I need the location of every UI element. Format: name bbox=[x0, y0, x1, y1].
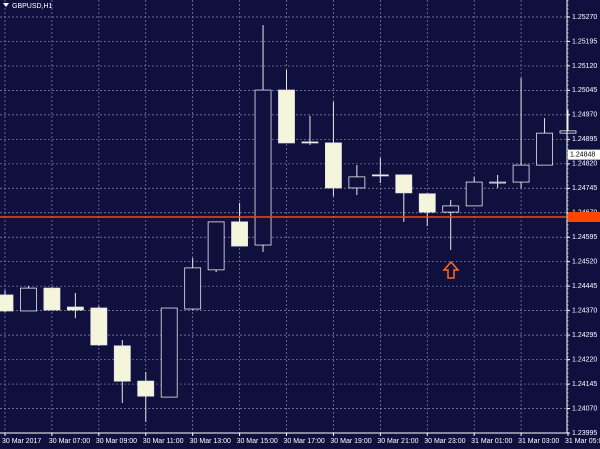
last-price-label: 1.24848 bbox=[570, 152, 595, 159]
y-tick-label: 1.24445 bbox=[572, 283, 597, 290]
y-tick-label: 1.25120 bbox=[572, 63, 597, 70]
arrow-annotation bbox=[442, 260, 460, 279]
x-tick-label: 31 Mar 03:00 bbox=[518, 438, 559, 445]
candle-body bbox=[231, 221, 248, 247]
candle-body bbox=[254, 89, 272, 246]
chart-title: GBPUSD,H1 bbox=[12, 3, 53, 10]
candle-body bbox=[559, 130, 577, 134]
candle-body bbox=[348, 176, 366, 189]
x-tick-label: 30 Mar 13:00 bbox=[190, 438, 231, 445]
y-tick-label: 1.25045 bbox=[572, 87, 597, 94]
y-tick-label: 1.24745 bbox=[572, 185, 597, 192]
y-tick-label: 1.24520 bbox=[572, 259, 597, 266]
x-tick-label: 30 Mar 2017 bbox=[2, 438, 41, 445]
x-tick-label: 30 Mar 23:00 bbox=[424, 438, 465, 445]
candle-body bbox=[160, 307, 178, 398]
candle-body bbox=[66, 306, 84, 311]
x-tick-label: 30 Mar 15:00 bbox=[237, 438, 278, 445]
candle-body bbox=[442, 205, 460, 213]
candle-body bbox=[137, 380, 155, 397]
candle-body bbox=[395, 174, 413, 194]
candle-body bbox=[20, 287, 37, 312]
candle-body bbox=[536, 132, 553, 166]
candle-body bbox=[90, 307, 108, 346]
candle-body bbox=[278, 89, 295, 144]
candle-body bbox=[0, 294, 14, 312]
y-tick-label: 1.24220 bbox=[572, 356, 597, 363]
price-line-tag bbox=[568, 211, 600, 222]
x-tick-label: 30 Mar 11:00 bbox=[143, 438, 184, 445]
y-tick-label: 1.25270 bbox=[572, 14, 597, 21]
y-tick-label: 1.24070 bbox=[572, 405, 597, 412]
y-tick-label: 1.23995 bbox=[572, 430, 597, 437]
x-tick-label: 30 Mar 09:00 bbox=[96, 438, 137, 445]
candle-body bbox=[113, 345, 131, 382]
candle-body bbox=[184, 267, 202, 310]
y-tick-label: 1.24595 bbox=[572, 234, 597, 241]
candle-body bbox=[489, 181, 507, 184]
marks bbox=[0, 25, 577, 422]
x-tick-label: 30 Mar 17:00 bbox=[284, 438, 325, 445]
y-tick-label: 1.24295 bbox=[572, 332, 597, 339]
candle-body bbox=[325, 142, 342, 189]
y-tick-label: 1.25195 bbox=[572, 38, 597, 45]
candle-body bbox=[371, 174, 389, 177]
y-tick-label: 1.24370 bbox=[572, 307, 597, 314]
last-price-tag bbox=[568, 149, 600, 160]
y-tick-label: 1.24895 bbox=[572, 136, 597, 143]
x-tick-label: 31 Mar 05:00 bbox=[565, 438, 600, 445]
candle-body bbox=[512, 164, 530, 183]
y-tick-label: 1.24820 bbox=[572, 161, 597, 168]
candle-body bbox=[43, 287, 61, 311]
title-icon bbox=[3, 3, 9, 7]
y-tick-label: 1.24145 bbox=[572, 381, 597, 388]
candle-body bbox=[301, 141, 319, 144]
y-tick-label: 1.24970 bbox=[572, 112, 597, 119]
candle-body bbox=[207, 221, 225, 271]
candle-body bbox=[465, 181, 483, 207]
candle-body bbox=[418, 193, 436, 213]
x-tick-label: 31 Mar 01:00 bbox=[471, 438, 512, 445]
x-tick-label: 30 Mar 19:00 bbox=[330, 438, 371, 445]
x-tick-label: 30 Mar 21:00 bbox=[377, 438, 418, 445]
x-tick-label: 30 Mar 07:00 bbox=[49, 438, 90, 445]
